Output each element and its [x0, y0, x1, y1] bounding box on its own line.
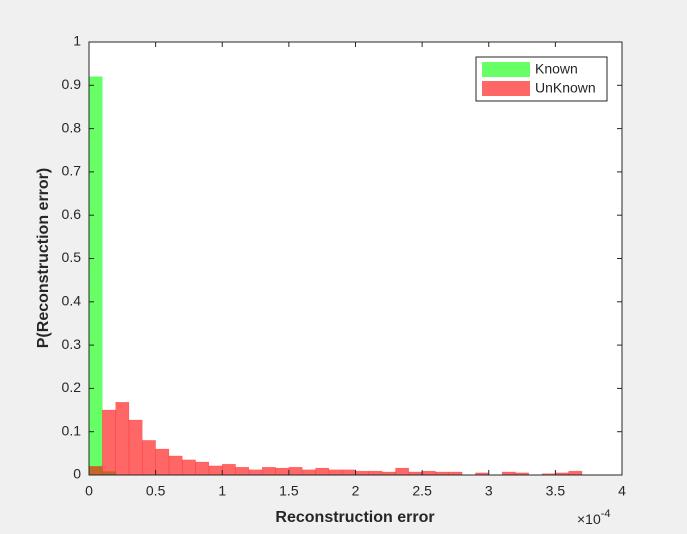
histogram-bar [341, 469, 356, 476]
legend-label: Known [535, 61, 578, 77]
histogram-bar [102, 409, 116, 476]
histogram-bar [208, 465, 223, 476]
legend-swatch [482, 81, 530, 96]
x-tick-label: 3 [485, 483, 493, 499]
histogram-bar [355, 470, 370, 476]
y-tick-label: 1 [73, 33, 81, 49]
histogram-bar [115, 402, 130, 476]
histogram-bar [142, 440, 156, 476]
x-multiplier-base: ×10 [577, 511, 601, 527]
x-tick-label: 1.5 [279, 483, 299, 499]
x-axis-label: Reconstruction error [275, 509, 434, 526]
histogram-bar [88, 76, 103, 476]
histogram-bar [88, 466, 103, 476]
y-tick-label: 0.6 [62, 206, 82, 222]
histogram-bar [288, 466, 303, 476]
legend-label: UnKnown [535, 80, 596, 96]
legend-swatch [482, 62, 530, 77]
x-tick-label: 0.5 [146, 483, 166, 499]
x-tick-label: 2 [352, 483, 360, 499]
y-tick-label: 0.1 [62, 422, 82, 438]
histogram-bar [235, 466, 250, 476]
x-tick-label: 4 [618, 483, 626, 499]
histogram-bar [248, 469, 263, 476]
x-tick-label: 0 [85, 483, 93, 499]
x-tick-label: 3.5 [546, 483, 566, 499]
y-axis-label: P(Reconstruction error) [35, 168, 52, 348]
y-tick-label: 0.4 [62, 293, 82, 309]
x-tick-label: 1 [218, 483, 226, 499]
x-multiplier-exponent: -4 [601, 508, 611, 520]
y-tick-label: 0.5 [62, 249, 82, 265]
histogram-bar [421, 470, 436, 476]
histogram-bar [395, 467, 410, 476]
histogram-bar [222, 463, 236, 476]
y-tick-label: 0.7 [62, 163, 82, 179]
x-tick-label: 2.5 [412, 483, 432, 499]
histogram-bar [155, 448, 170, 476]
histogram-bar [195, 461, 210, 476]
histogram-bar [328, 469, 343, 476]
histogram-bar [275, 467, 290, 476]
histogram-bar [168, 455, 183, 476]
y-tick-label: 0.8 [62, 119, 82, 135]
plot-area [89, 42, 622, 475]
y-tick-label: 0.9 [62, 76, 82, 92]
x-multiplier: ×10-4 [577, 508, 611, 527]
histogram-bar [128, 419, 143, 476]
histogram-bar [568, 470, 583, 476]
y-tick-label: 0.2 [62, 379, 82, 395]
histogram-bar [301, 469, 316, 476]
y-tick-label: 0.3 [62, 336, 82, 352]
histogram-bar [182, 459, 196, 476]
y-tick-label: 0 [73, 466, 81, 482]
histogram-bar [261, 466, 276, 476]
histogram-bar [368, 470, 383, 476]
histogram-bar [315, 467, 330, 476]
